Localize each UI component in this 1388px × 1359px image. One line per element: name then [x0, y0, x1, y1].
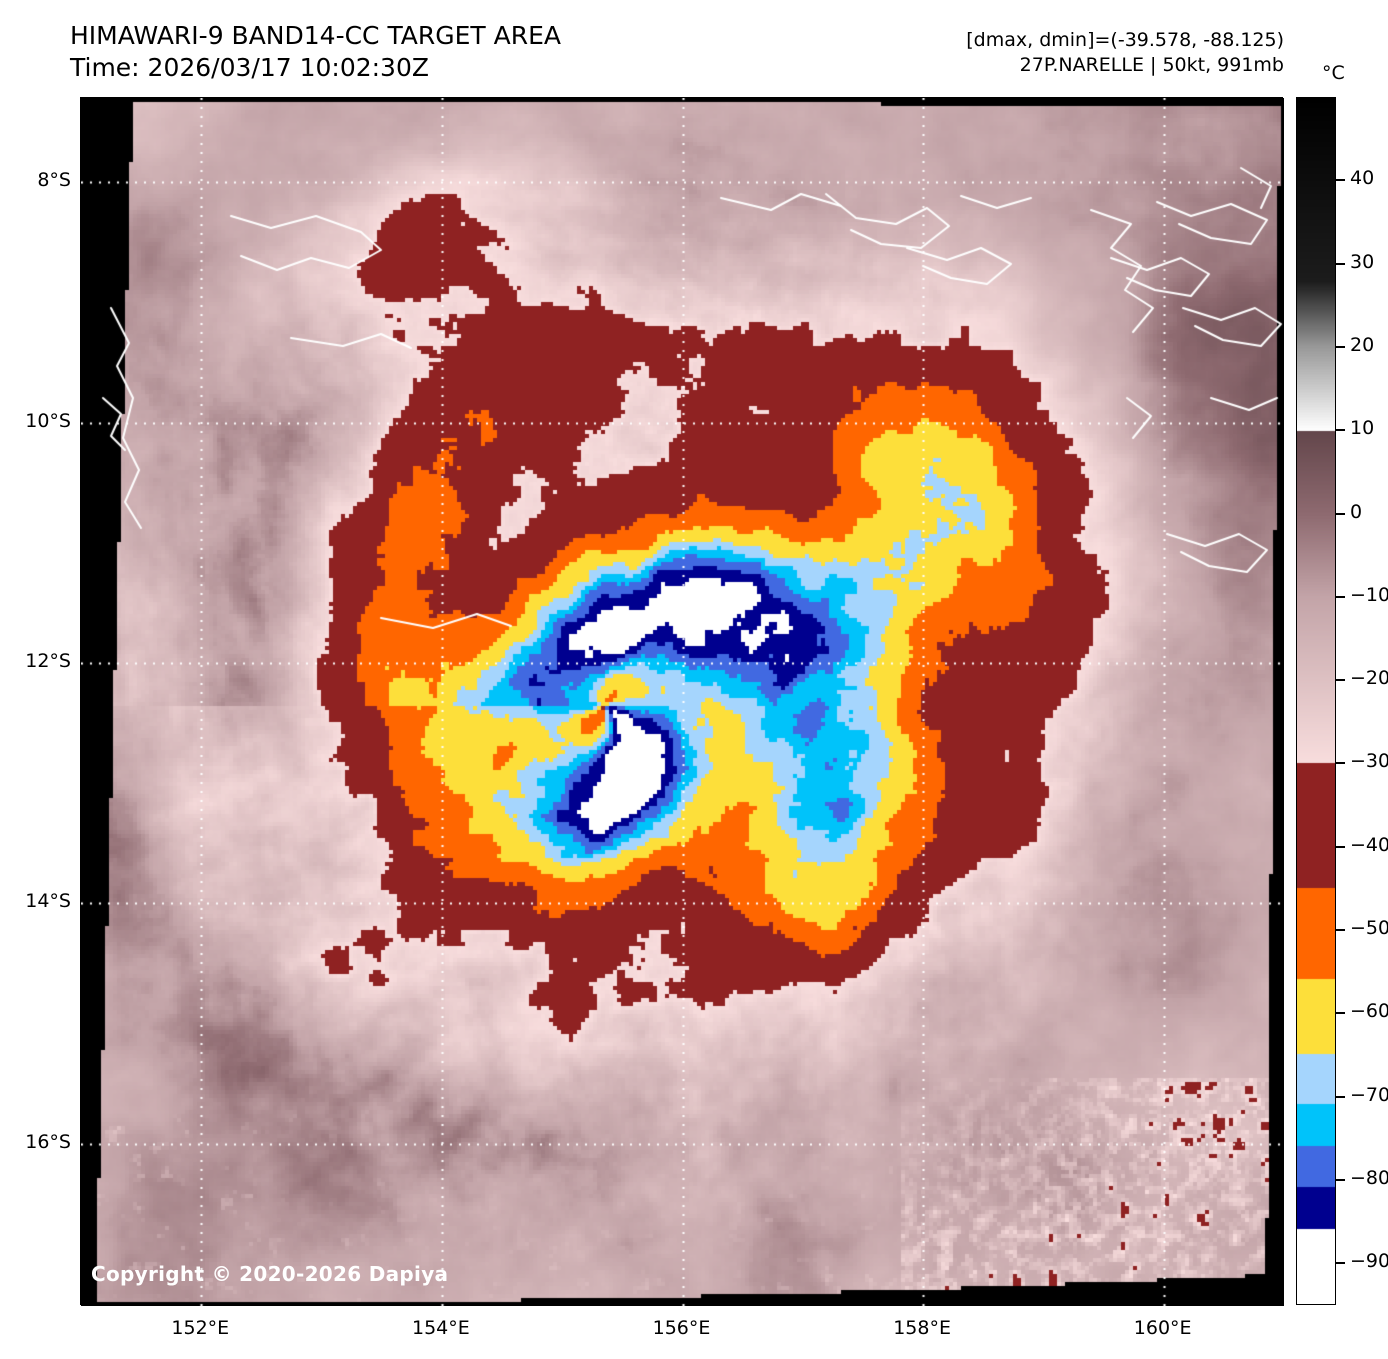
latitude-tick-label: 16°S: [25, 1130, 71, 1153]
dminmax-label: [dmax, dmin]=(-39.578, -88.125): [966, 29, 1284, 51]
title-block: HIMAWARI-9 BAND14-CC TARGET AREA Time: 2…: [70, 20, 561, 84]
colorbar-tick-label: 20: [1350, 333, 1375, 356]
metadata-block: [dmax, dmin]=(-39.578, -88.125) 27P.NARE…: [966, 28, 1284, 78]
colorbar-tick: [1336, 512, 1345, 515]
colorbar-tick-label: 40: [1350, 167, 1375, 190]
colorbar-gradient: [1297, 98, 1335, 1304]
colorbar-tick: [1336, 179, 1345, 182]
colorbar-tick: [1336, 845, 1345, 848]
longitude-tick-label: 158°E: [893, 1317, 951, 1339]
colorbar-tick-label: −40: [1350, 833, 1388, 856]
colorbar-tick-label: −10: [1350, 583, 1388, 606]
colorbar[interactable]: [1296, 97, 1336, 1305]
longitude-tick-label: 154°E: [412, 1317, 470, 1339]
colorbar-tick: [1336, 1012, 1345, 1015]
latitude-tick-label: 14°S: [25, 890, 71, 913]
colorbar-tick: [1336, 1262, 1345, 1265]
colorbar-tick-label: −70: [1350, 1083, 1388, 1106]
colorbar-tick: [1336, 262, 1345, 265]
colorbar-tick-label: 30: [1350, 250, 1375, 273]
colorbar-tick-label: 0: [1350, 500, 1363, 523]
timestamp-label: Time: 2026/03/17 10:02:30Z: [70, 53, 429, 82]
colorbar-tick: [1336, 595, 1345, 598]
longitude-tick-label: 156°E: [652, 1317, 711, 1339]
latitude-tick-label: 10°S: [25, 409, 71, 432]
longitude-tick-label: 160°E: [1133, 1317, 1192, 1339]
colorbar-tick-label: −60: [1350, 1000, 1388, 1023]
colorbar-tick-label: 10: [1350, 417, 1375, 440]
colorbar-tick: [1336, 1179, 1345, 1182]
colorbar-tick: [1336, 762, 1345, 765]
colorbar-tick: [1336, 345, 1345, 348]
graticule-layer: [81, 98, 1284, 1306]
colorbar-tick: [1336, 1095, 1345, 1098]
colorbar-unit-label: °C: [1322, 62, 1345, 84]
storm-info-label: 27P.NARELLE | 50kt, 991mb: [1019, 54, 1284, 76]
satellite-map[interactable]: Copyright © 2020-2026 Dapiya: [80, 97, 1284, 1306]
colorbar-tick-label: −50: [1350, 917, 1388, 940]
colorbar-tick-label: −80: [1350, 1167, 1388, 1190]
colorbar-tick-label: −30: [1350, 750, 1388, 773]
colorbar-tick: [1336, 679, 1345, 682]
colorbar-tick: [1336, 429, 1345, 432]
longitude-tick-label: 152°E: [171, 1317, 230, 1339]
latitude-tick-label: 8°S: [37, 169, 71, 192]
page-title: HIMAWARI-9 BAND14-CC TARGET AREA: [70, 21, 562, 50]
colorbar-tick-label: −90: [1350, 1250, 1388, 1273]
latitude-tick-label: 12°S: [25, 649, 71, 672]
copyright-label: Copyright © 2020-2026 Dapiya: [91, 1262, 449, 1286]
colorbar-tick-label: −20: [1350, 667, 1388, 690]
colorbar-tick: [1336, 929, 1345, 932]
